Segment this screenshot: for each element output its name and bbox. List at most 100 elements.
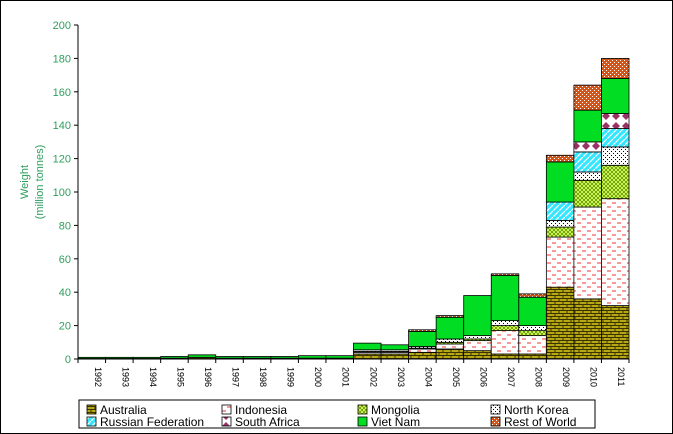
bar-segment-viet-nam-1993 [105,356,134,359]
bar-segment-viet-nam-2009 [545,161,575,203]
x-tick-label: 2004 [423,367,433,387]
bar-segment-indonesia-2008 [518,335,547,355]
bar-segment-russian-federation-2011 [601,128,630,148]
bar-segment-viet-nam-2000 [297,355,327,359]
x-tick-label: 2001 [341,367,351,387]
y-tick-label: 80 [59,220,71,232]
bar-segment-viet-nam-1995 [160,356,189,359]
bar-segment-australia-2009 [545,286,575,360]
legend-box [78,399,596,429]
legend-swatch-viet-nam [357,416,368,427]
bar-segment-indonesia-2010 [573,206,602,300]
bar-segment-south-africa-2011 [601,113,630,129]
legend-label-rest-of-world: Rest of World [504,415,576,429]
bar-segment-australia-2006 [463,350,492,360]
x-axis: 1992 1993 1994 1995 1996 1997 1998 1999 2000 2001… [77,358,630,387]
x-tick-label: 1999 [286,367,296,387]
y-tick-label: 160 [53,87,71,99]
bar-segment-australia-2010 [573,298,602,360]
bar-segment-viet-nam-2005 [435,316,465,340]
legend-label-north-korea: North Korea [504,403,569,417]
x-tick-label: 1997 [231,367,241,387]
x-tick-label: 2009 [561,367,571,387]
bar-segment-viet-nam-2003 [380,344,409,351]
y-axis-label-line2: (million tonnes) [34,145,46,220]
bar-segment-australia-2011 [601,305,630,360]
bar-segment-australia-2005 [435,348,465,360]
legend-label-russian-federation: Russian Federation [100,415,204,429]
bar-segment-viet-nam-2010 [573,109,602,143]
bar-segment-mongolia-2009 [545,226,575,238]
x-tick-label: 1996 [203,367,213,387]
legend-swatch-south-africa [221,416,232,427]
bar-segment-viet-nam-2002 [353,342,382,351]
y-tick-label: 20 [59,321,71,333]
bar-segment-north-korea-2011 [601,146,630,166]
bar-segment-viet-nam-2001 [325,355,354,359]
bar-segment-north-korea-2005 [435,338,465,343]
bar-segment-mongolia-2007 [490,325,520,332]
legend: Australia Indonesia Mongolia North Korea Rus… [78,399,596,429]
bar-segment-viet-nam-1994 [132,356,162,359]
y-axis: 0 20 40 60 80 100 120 140 160 180 200 [53,20,79,366]
x-tick-label: 2007 [506,367,516,387]
bar-segment-indonesia-2009 [545,236,575,288]
x-tick-label: 2011 [616,367,626,386]
bar-segment-north-korea-2010 [573,171,602,181]
bar-segment-viet-nam-1998 [242,356,272,359]
bar-segment-indonesia-2011 [601,198,630,306]
legend-swatch-russian-federation [86,416,97,427]
bar-segment-north-korea-2008 [518,325,547,332]
bar-segment-north-korea-2006 [463,335,492,340]
x-tick-label: 1998 [258,367,268,387]
y-tick-label: 60 [59,254,71,266]
x-tick-label: 1993 [120,367,130,387]
y-tick-label: 200 [53,20,71,32]
legend-label-indonesia: Indonesia [235,403,287,417]
bar-segment-rest-of-world-2007 [490,273,520,276]
bar-segment-viet-nam-1992 [77,356,106,359]
bar-segment-viet-nam-2006 [463,295,492,337]
y-axis-label: Weight (million tonnes) [19,145,46,220]
x-tick-label: 1992 [93,367,103,387]
bar-segment-viet-nam-1997 [215,356,244,359]
legend-label-mongolia: Mongolia [371,403,420,417]
legend-swatch-indonesia [221,404,232,415]
x-tick-label: 1995 [175,367,185,387]
y-tick-label: 40 [59,287,71,299]
bar-segment-rest-of-world-2011 [601,58,630,79]
bar-segment-australia-2003 [380,353,409,360]
y-tick-label: 180 [53,53,71,65]
bar-segment-indonesia-2006 [463,340,492,352]
bar-segment-north-korea-2009 [545,219,575,228]
y-tick-label: 100 [53,187,71,199]
x-tick-label: 1994 [148,367,158,387]
legend-swatch-mongolia [357,404,368,415]
legend-label-south-africa: South Africa [235,415,300,429]
legend-swatch-north-korea [490,404,501,415]
y-axis-label-line1: Weight [19,165,31,199]
bar-segment-viet-nam-2011 [601,78,630,114]
bar-segment-rest-of-world-2009 [545,154,575,163]
x-tick-label: 2003 [396,367,406,387]
y-tick-label: 140 [53,120,71,132]
bar-segment-indonesia-2004 [408,348,437,353]
x-tick-label: 2008 [534,367,544,387]
legend-label-australia: Australia [100,403,147,417]
bar-segment-australia-2008 [518,353,547,360]
bar-segment-south-africa-2010 [573,141,602,153]
bar-segment-australia-2002 [353,353,382,360]
bar-segment-australia-2004 [408,351,437,360]
legend-swatch-rest-of-world [490,416,501,427]
x-tick-label: 2006 [478,367,488,387]
bar-segment-viet-nam-2007 [490,275,520,321]
plot-area [77,58,630,360]
bar-segment-indonesia-2005 [435,343,465,350]
y-tick-label: 120 [53,154,71,166]
bar-segment-russian-federation-2010 [573,151,602,173]
bar-segment-viet-nam-2008 [518,296,547,326]
x-tick-label: 2002 [368,367,378,387]
bar-segment-australia-2007 [490,353,520,360]
bar-segment-mongolia-2008 [518,330,547,337]
